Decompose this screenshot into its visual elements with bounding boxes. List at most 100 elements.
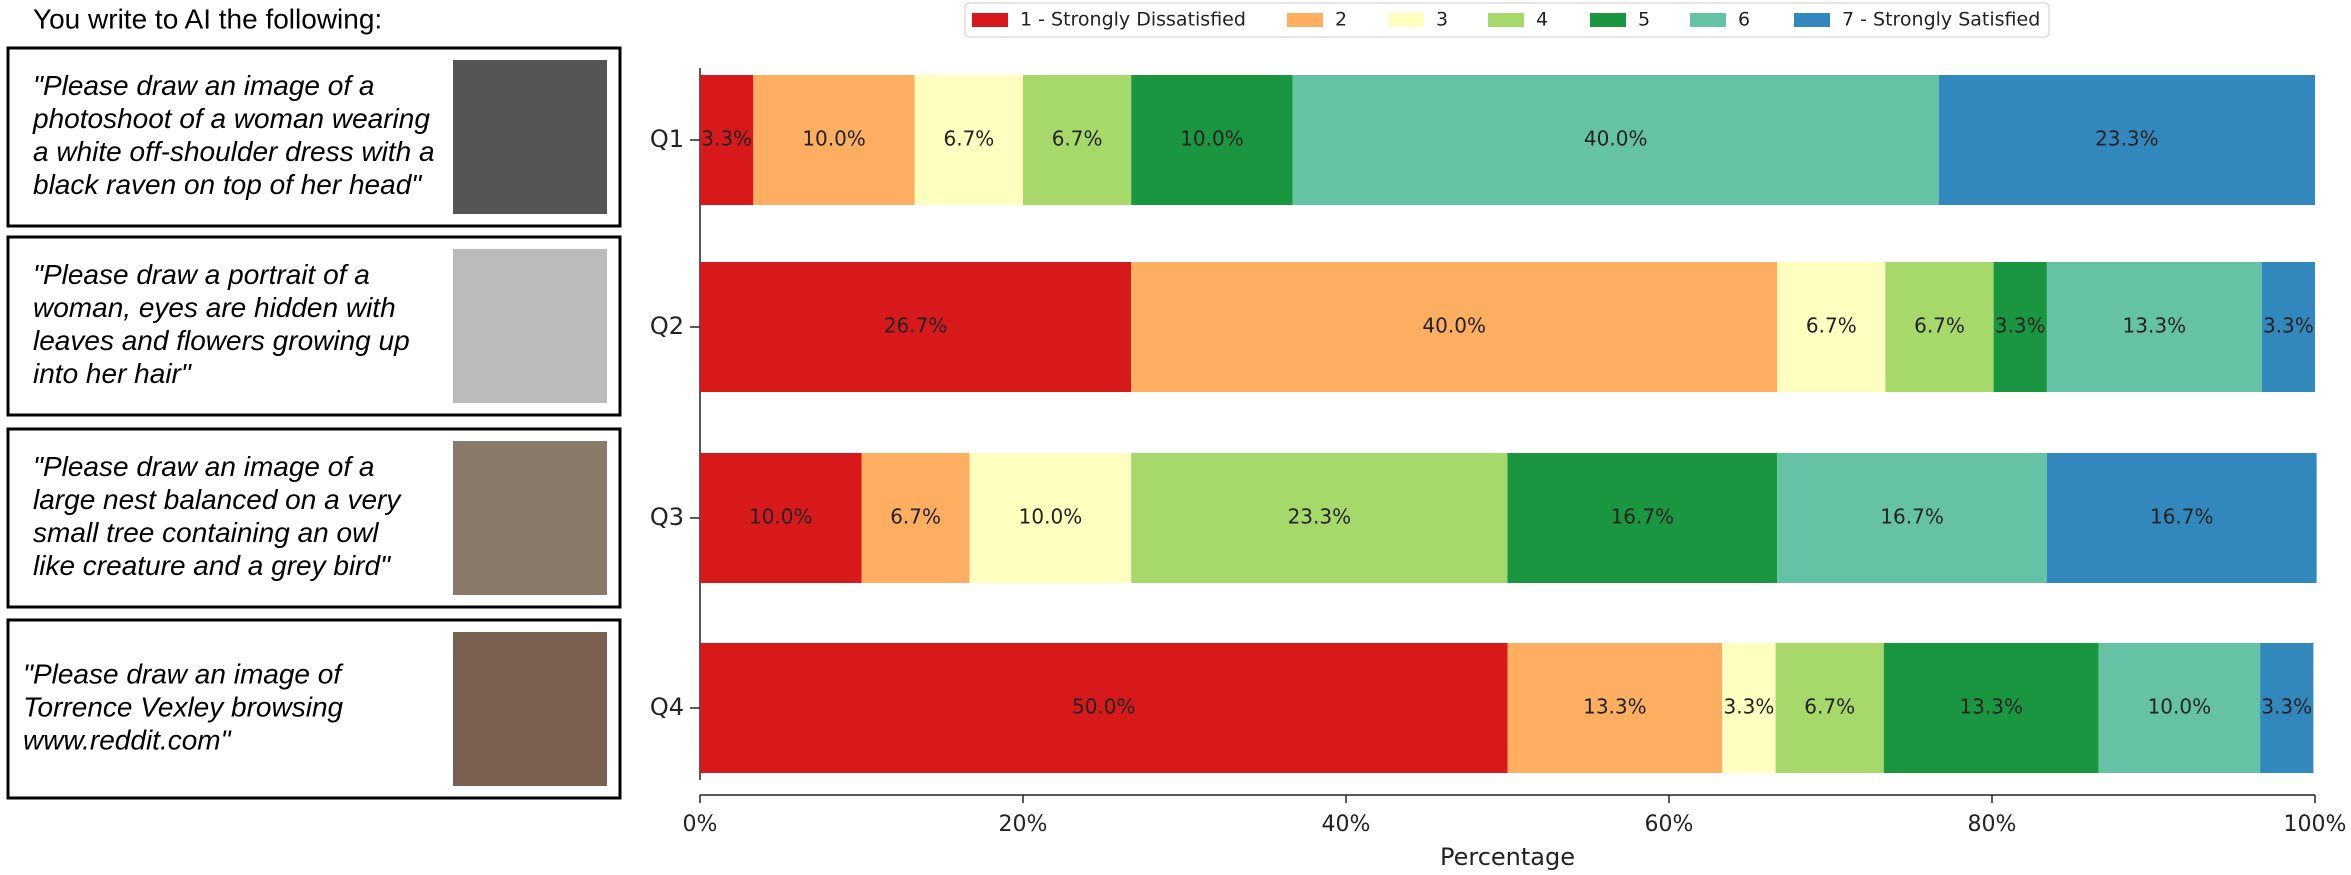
bar-segment bbox=[1777, 453, 2047, 583]
prompt-image bbox=[453, 249, 607, 403]
bar-label: 6.7% bbox=[1052, 127, 1103, 151]
legend-swatch bbox=[1287, 13, 1323, 27]
prompt-text: a white off-shoulder dress with a bbox=[33, 136, 435, 167]
header: You write to AI the following: bbox=[33, 3, 382, 34]
bar-segment bbox=[700, 643, 1508, 773]
prompt-text: photoshoot of a woman wearing bbox=[32, 103, 430, 134]
bar-label: 3.3% bbox=[1995, 314, 2046, 338]
bar-segment bbox=[2261, 262, 2315, 392]
legend-label: 1 - Strongly Dissatisfied bbox=[1020, 9, 1246, 31]
bar-segment bbox=[2046, 453, 2317, 583]
bar-label: 3.3% bbox=[1724, 695, 1775, 719]
bar-label: 16.7% bbox=[1611, 505, 1675, 529]
legend-swatch bbox=[972, 13, 1008, 27]
bar-label: 6.7% bbox=[890, 505, 941, 529]
x-axis-label: Percentage bbox=[1440, 843, 1575, 871]
legend-label: 2 bbox=[1335, 9, 1347, 31]
bar-label: 6.7% bbox=[1806, 314, 1857, 338]
legend-swatch bbox=[1388, 13, 1424, 27]
bar-label: 16.7% bbox=[2150, 505, 2214, 529]
bar-label: 6.7% bbox=[1804, 695, 1855, 719]
bar-label: 3.3% bbox=[2261, 695, 2312, 719]
bar-label: 13.3% bbox=[1583, 695, 1647, 719]
bar-label: 10.0% bbox=[1019, 505, 1083, 529]
bar-segment bbox=[700, 262, 1132, 392]
bar-segment bbox=[753, 75, 915, 205]
prompt-box bbox=[6, 235, 622, 417]
bar-segment bbox=[1131, 453, 1508, 583]
bar-segment bbox=[1885, 262, 1994, 392]
prompt-text: small tree containing an owl bbox=[33, 517, 379, 548]
bar-label: 13.3% bbox=[2123, 314, 2187, 338]
bar-segment bbox=[2260, 643, 2314, 773]
prompt-text: like creature and a grey bird" bbox=[33, 550, 391, 581]
bar-segment bbox=[1777, 262, 1886, 392]
bar-label: 10.0% bbox=[749, 505, 813, 529]
prompt-text: "Please draw an image of a bbox=[33, 70, 374, 101]
bar-segment bbox=[700, 75, 754, 205]
prompt-image bbox=[453, 60, 607, 214]
bar-label: 50.0% bbox=[1072, 695, 1136, 719]
bar-segment bbox=[1292, 75, 1939, 205]
bar-label: 13.3% bbox=[1959, 695, 2023, 719]
legend-swatch bbox=[1794, 13, 1830, 27]
prompt-text: leaves and flowers growing up bbox=[33, 325, 410, 356]
bar-segment bbox=[1722, 643, 1776, 773]
bar-label: 6.7% bbox=[943, 127, 994, 151]
prompt-text: Torrence Vexley browsing bbox=[23, 691, 344, 722]
y-tick-label: Q3 bbox=[650, 503, 684, 531]
prompt-text: into her hair" bbox=[33, 358, 192, 389]
bar-segment bbox=[1883, 643, 2099, 773]
bar-segment bbox=[1993, 262, 2047, 392]
prompt-image bbox=[453, 441, 607, 595]
x-tick-label: 40% bbox=[1322, 812, 1371, 837]
bar-label: 23.3% bbox=[2095, 127, 2159, 151]
prompt-box bbox=[6, 46, 622, 228]
prompt-text: www.reddit.com" bbox=[23, 724, 232, 755]
x-tick-label: 0% bbox=[683, 812, 718, 837]
bar-label: 10.0% bbox=[1180, 127, 1244, 151]
bar-segment bbox=[2046, 262, 2262, 392]
bar-label: 40.0% bbox=[1422, 314, 1486, 338]
prompt-box bbox=[6, 618, 622, 800]
bar-label: 10.0% bbox=[802, 127, 866, 151]
bar-segment bbox=[914, 75, 1023, 205]
bar-label: 3.3% bbox=[701, 127, 752, 151]
legend-swatch bbox=[1690, 13, 1726, 27]
x-tick-label: 100% bbox=[2284, 812, 2347, 837]
prompt-text: woman, eyes are hidden with bbox=[33, 292, 396, 323]
bar-label: 10.0% bbox=[2148, 695, 2212, 719]
prompt-text: large nest balanced on a very bbox=[33, 484, 402, 515]
prompt-box bbox=[6, 427, 622, 609]
legend-label: 3 bbox=[1436, 9, 1448, 31]
y-tick-label: Q1 bbox=[650, 125, 684, 153]
bar-label: 6.7% bbox=[1914, 314, 1965, 338]
legend-swatch bbox=[1590, 13, 1626, 27]
bar-segment bbox=[1131, 262, 1778, 392]
bar-segment bbox=[2098, 643, 2261, 773]
y-tick-label: Q2 bbox=[650, 312, 684, 340]
legend-label: 5 bbox=[1638, 9, 1650, 31]
legend-label: 7 - Strongly Satisfied bbox=[1842, 9, 2040, 31]
bar-label: 23.3% bbox=[1288, 505, 1352, 529]
x-tick-label: 60% bbox=[1645, 812, 1694, 837]
legend-label: 4 bbox=[1536, 9, 1548, 31]
bar-segment bbox=[1507, 453, 1778, 583]
bar-label: 16.7% bbox=[1880, 505, 1944, 529]
bar-segment bbox=[700, 453, 862, 583]
y-tick-label: Q4 bbox=[650, 693, 684, 721]
prompt-text: black raven on top of her head" bbox=[33, 169, 422, 200]
bar-segment bbox=[1507, 643, 1723, 773]
prompt-text: "Please draw an image of bbox=[23, 658, 344, 689]
bar-label: 26.7% bbox=[884, 314, 948, 338]
bar-label: 3.3% bbox=[2263, 314, 2314, 338]
legend-label: 6 bbox=[1738, 9, 1750, 31]
prompt-text: "Please draw a portrait of a bbox=[33, 259, 370, 290]
prompt-text: "Please draw an image of a bbox=[33, 451, 374, 482]
legend-swatch bbox=[1488, 13, 1524, 27]
bar-segment bbox=[969, 453, 1132, 583]
x-tick-label: 80% bbox=[1968, 812, 2017, 837]
bar-segment bbox=[1775, 643, 1884, 773]
bar-segment bbox=[1131, 75, 1293, 205]
